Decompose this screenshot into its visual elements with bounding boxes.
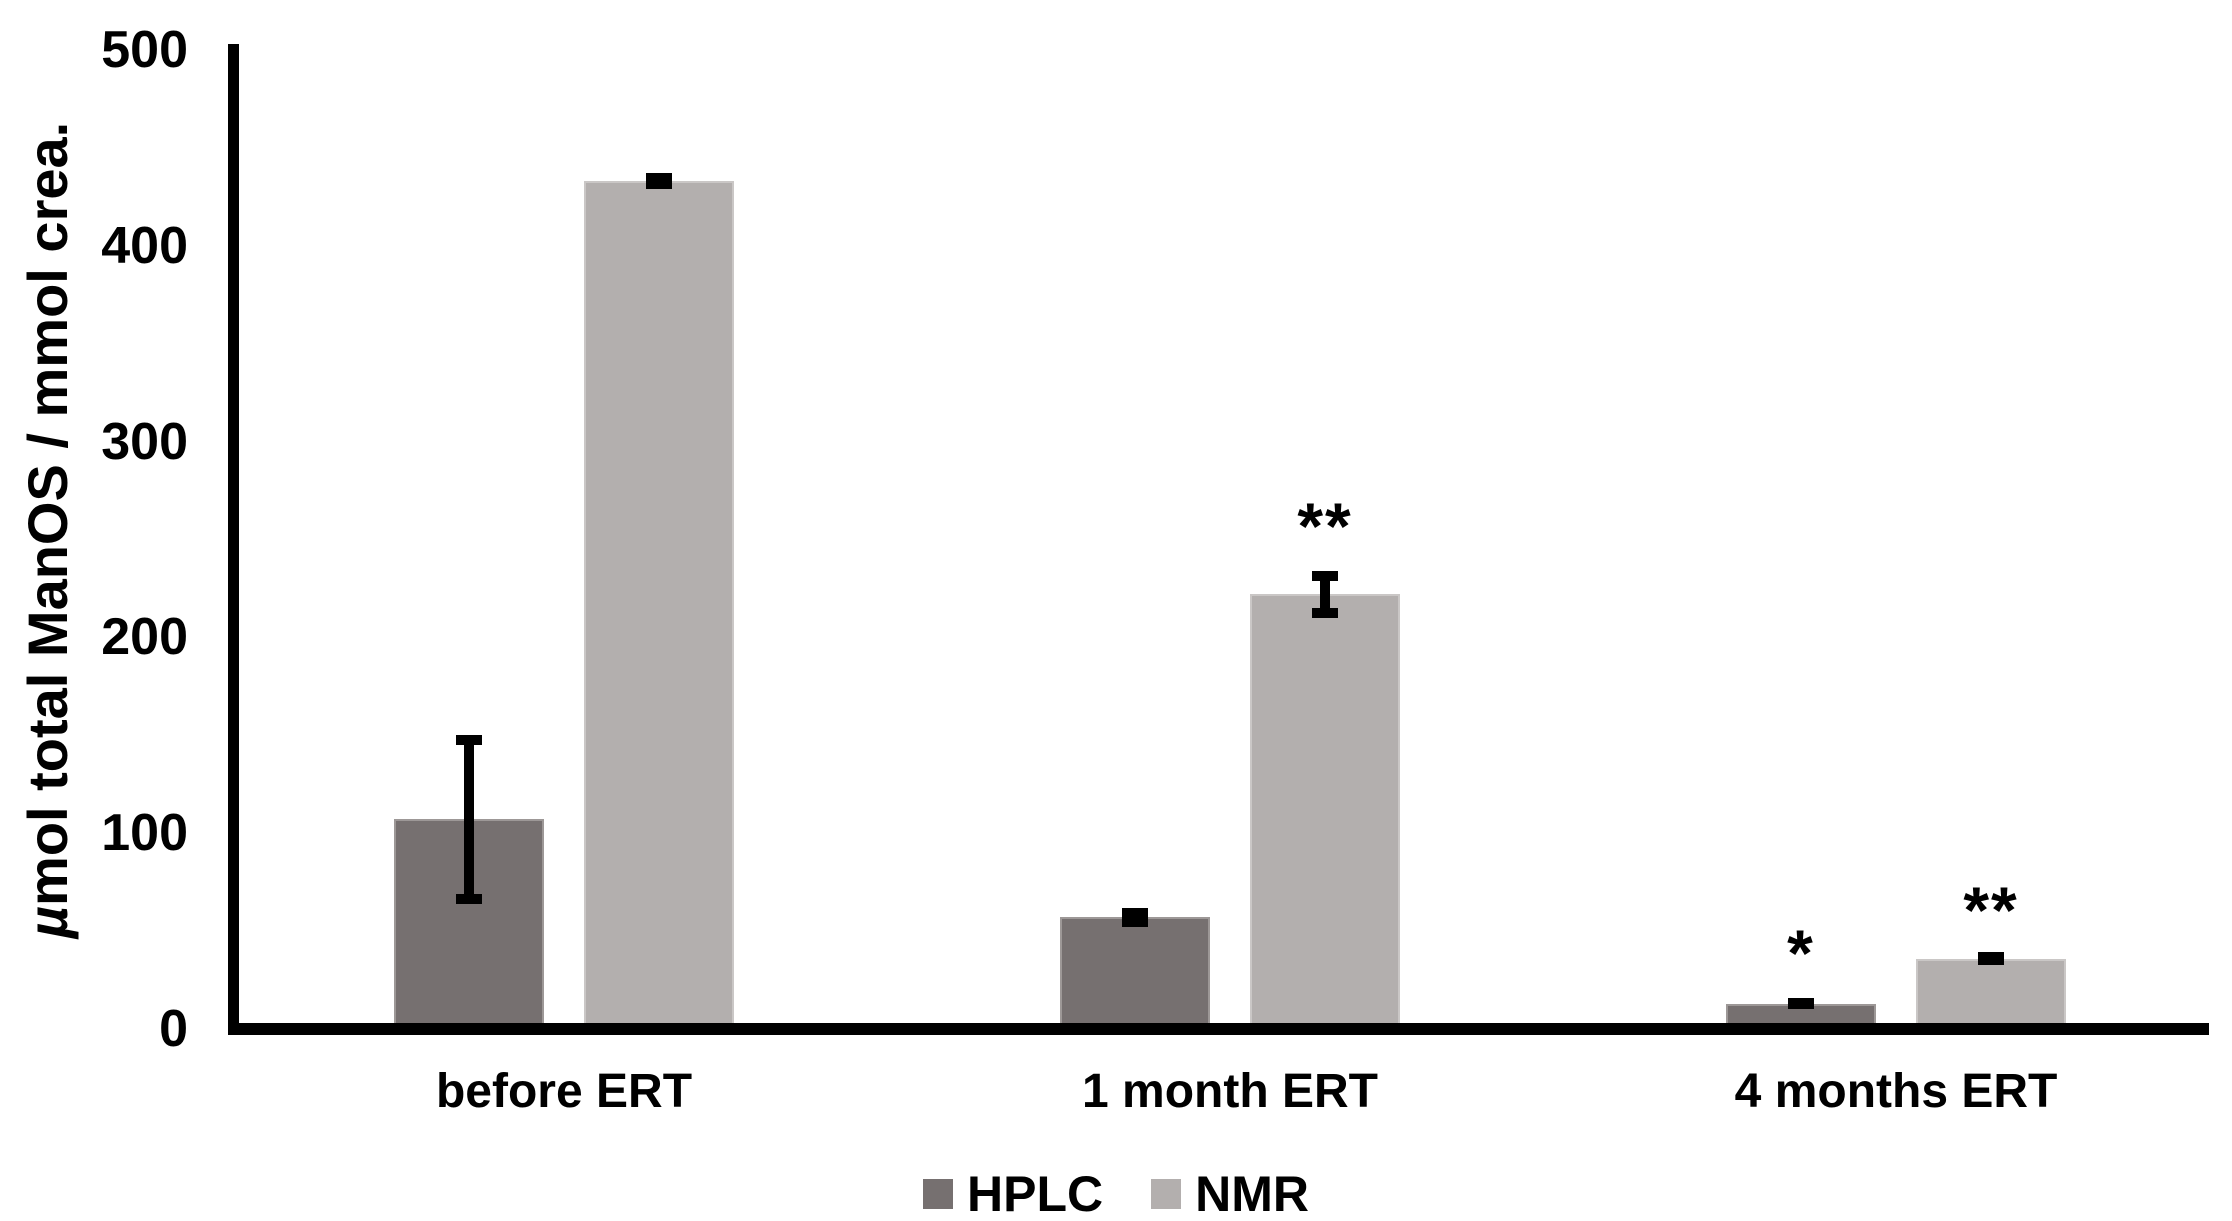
y-axis-title-mu: µ [16,905,79,939]
y-tick-label: 200 [101,608,188,667]
error-bar-cap-top [456,735,482,746]
bar-hplc-1-month-ert [1060,917,1210,1034]
error-bar-cap-bottom [1978,952,2004,963]
legend-item-nmr: NMR [1151,1164,1309,1221]
legend-label-nmr: NMR [1195,1166,1309,1221]
legend-item-hplc: HPLC [923,1164,1103,1221]
legend-swatch-nmr [1151,1179,1182,1209]
error-bar-nmr-1-month-ert [1312,570,1338,618]
y-tick-label: 0 [159,1000,188,1058]
error-bar-cap-top [1312,570,1338,581]
y-tick-label: 400 [101,216,188,275]
legend: HPLC NMR [0,1164,2232,1221]
error-bar-cap-top [1122,907,1148,918]
significance-marker-nmr-4-months-ert: ** [1963,872,2019,947]
error-bar-cap-bottom [1788,999,1814,1010]
y-axis-line [228,44,239,1035]
x-category-label: before ERT [435,1065,693,1118]
significance-marker-nmr-1-month-ert: ** [1297,488,1353,563]
x-category-label: 4 months ERT [1734,1065,2058,1118]
error-bar-cap-bottom [456,893,482,904]
error-bar-hplc-before-ert [456,735,482,904]
error-bar-cap-bottom [1122,917,1148,928]
y-axis-title: µmol total ManOS / mmol crea. [15,30,81,1030]
error-bar-nmr-before-ert [646,173,672,189]
error-bar-cap-bottom [646,179,672,189]
y-tick-label: 500 [101,21,188,79]
error-bar-hplc-4-months-ert [1788,997,1814,1010]
error-bar-cap-bottom [1312,607,1338,618]
legend-swatch-hplc [923,1179,953,1209]
x-axis-line [228,1023,2209,1035]
significance-marker-hplc-4-months-ert: * [1787,915,1815,990]
error-bar-nmr-4-months-ert [1978,952,2004,965]
error-bar-cap-top [646,173,672,184]
legend-label-hplc: HPLC [967,1166,1104,1221]
y-tick-label: 100 [101,804,188,863]
error-bar-hplc-1-month-ert [1122,907,1148,928]
bar-nmr-before-ert [584,181,734,1034]
y-tick-label: 300 [101,412,188,471]
error-bar-line [464,735,474,904]
bar-nmr-1-month-ert [1250,594,1400,1034]
error-bar-line [1320,570,1330,618]
x-category-label: 1 month ERT [1082,1065,1378,1118]
